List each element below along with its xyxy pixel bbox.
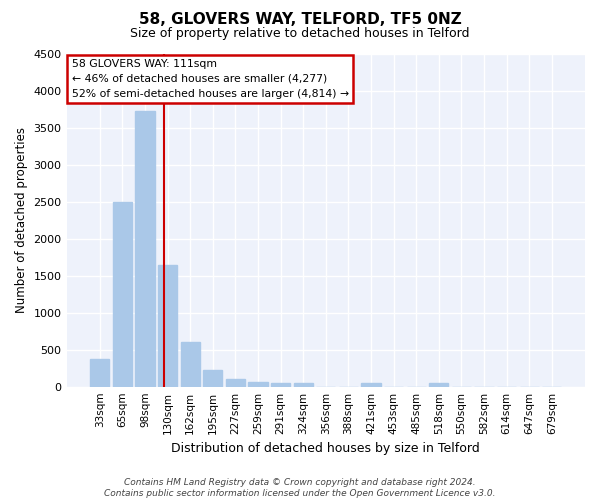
Bar: [361, 382, 380, 386]
X-axis label: Distribution of detached houses by size in Telford: Distribution of detached houses by size …: [172, 442, 480, 455]
Bar: [113, 202, 132, 386]
Bar: [90, 359, 109, 386]
Text: Contains HM Land Registry data © Crown copyright and database right 2024.
Contai: Contains HM Land Registry data © Crown c…: [104, 478, 496, 498]
Y-axis label: Number of detached properties: Number of detached properties: [15, 128, 28, 314]
Bar: [271, 382, 290, 386]
Bar: [293, 383, 313, 386]
Bar: [248, 382, 268, 386]
Text: Size of property relative to detached houses in Telford: Size of property relative to detached ho…: [130, 28, 470, 40]
Bar: [226, 378, 245, 386]
Bar: [181, 342, 200, 386]
Text: 58 GLOVERS WAY: 111sqm
← 46% of detached houses are smaller (4,277)
52% of semi-: 58 GLOVERS WAY: 111sqm ← 46% of detached…: [72, 59, 349, 98]
Bar: [136, 112, 155, 386]
Text: 58, GLOVERS WAY, TELFORD, TF5 0NZ: 58, GLOVERS WAY, TELFORD, TF5 0NZ: [139, 12, 461, 28]
Bar: [429, 383, 448, 386]
Bar: [158, 264, 177, 386]
Bar: [203, 370, 223, 386]
